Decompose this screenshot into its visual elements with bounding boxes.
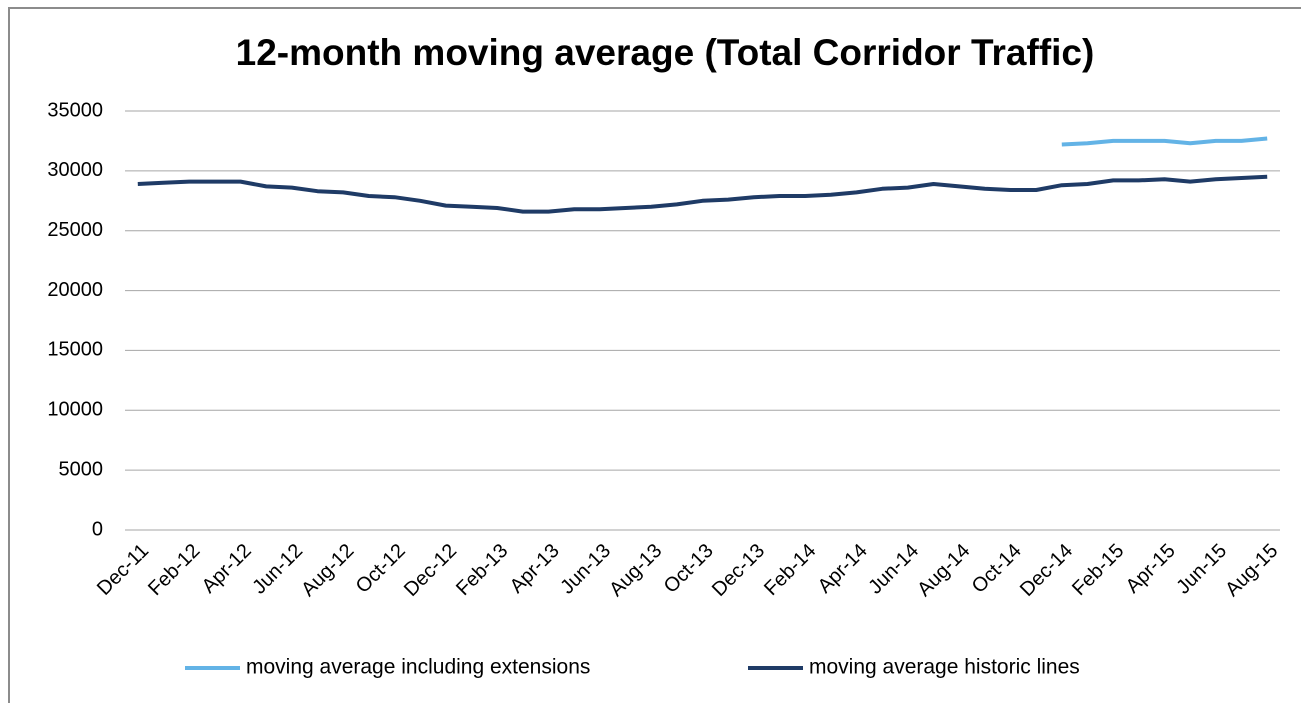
y-tick-label: 25000 (47, 219, 103, 241)
chart-border (8, 7, 1301, 703)
y-tick-label: 30000 (47, 159, 103, 181)
series-line (137, 174, 1268, 214)
y-tick-label: 20000 (47, 279, 103, 301)
y-tick-label: 10000 (47, 399, 103, 421)
y-tick-label: 35000 (47, 99, 103, 121)
chart-title: 12-month moving average (Total Corridor … (236, 32, 1095, 73)
legend-label: moving average historic lines (809, 656, 1080, 679)
y-tick-label: 0 (92, 518, 103, 540)
legend-label: moving average including extensions (246, 656, 590, 679)
y-tick-label: 15000 (47, 339, 103, 361)
y-tick-label: 5000 (59, 458, 104, 480)
series-line (1061, 136, 1268, 147)
